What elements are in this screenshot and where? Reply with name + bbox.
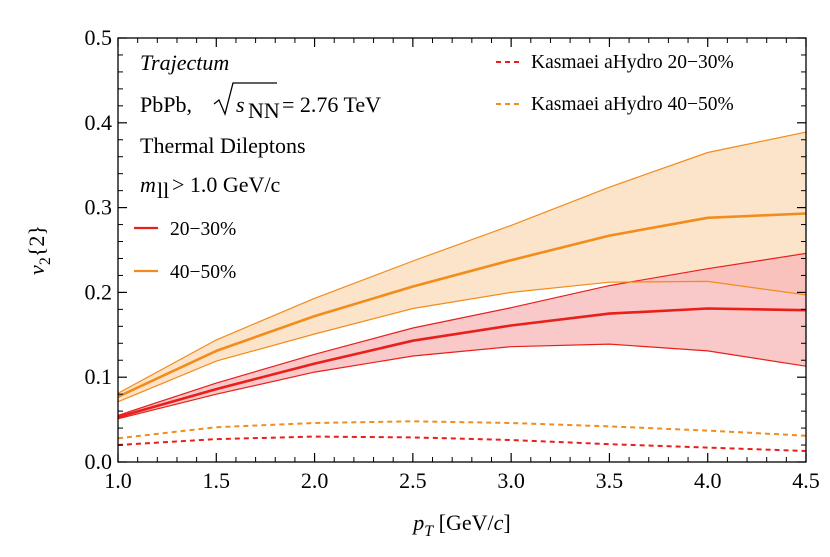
x-tick-label: 1.5	[203, 468, 231, 493]
x-tick-label: 1.0	[104, 468, 132, 493]
x-tick-label: 2.5	[399, 468, 427, 493]
energy-label: = 2.76 TeV	[282, 92, 381, 117]
y-tick-label: 0.0	[85, 449, 113, 474]
legend-label-kasmaei-4050: Kasmaei aHydro 40−50%	[531, 94, 734, 115]
x-axis-title: pT [GeV/c]	[411, 510, 510, 540]
x-tick-label: 2.0	[301, 468, 329, 493]
band-40-50	[118, 132, 806, 402]
series-lines	[117, 131, 807, 452]
legend-label-kasmaei-2030: Kasmaei aHydro 20−30%	[531, 52, 734, 73]
series-line-20-30	[117, 307, 807, 419]
x-tick-label: 4.0	[694, 468, 722, 493]
tick-labels: 1.0 1.5 2.0 2.5 3.0 3.5 4.0 4.5 0.0 0.1 0.2 0.3 0.4 0…	[85, 25, 820, 493]
probe-label: Thermal Dileptons	[140, 133, 306, 158]
legend-left: 20−30% 40−50%	[134, 219, 236, 283]
y-tick-label: 0.2	[85, 279, 113, 304]
series-line-kasmaei-20-30	[117, 435, 807, 452]
sqrt-snn-symbol: s NN	[213, 82, 280, 123]
system-label: PbPb,	[140, 92, 192, 117]
legend-label-4050: 40−50%	[170, 262, 236, 283]
mass-cut-label: m ll > 1.0 GeV/c	[140, 172, 281, 203]
axis-ticks	[117, 37, 807, 463]
svg-text:> 1.0 GeV/c: > 1.0 GeV/c	[172, 172, 281, 197]
x-tick-label: 3.5	[596, 468, 624, 493]
series-line-40-50	[117, 212, 807, 398]
band-lower-40-50	[117, 280, 807, 403]
y-tick-label: 0.4	[85, 110, 113, 135]
x-tick-label: 4.5	[792, 468, 820, 493]
band-lower-20-30	[117, 343, 807, 420]
y-tick-label: 0.5	[85, 25, 113, 50]
y-tick-label: 0.1	[85, 364, 113, 389]
svg-text:s: s	[236, 92, 245, 117]
y-axis-title: v2{2}	[24, 225, 54, 275]
y-tick-label: 0.3	[85, 195, 113, 220]
band-upper-40-50	[117, 131, 807, 394]
series-line-kasmaei-40-50	[117, 420, 807, 440]
model-label: Trajectum	[140, 50, 229, 75]
svg-text:m: m	[140, 172, 156, 197]
x-tick-label: 3.0	[497, 468, 525, 493]
plot-frame	[117, 37, 807, 463]
svg-text:NN: NN	[248, 98, 280, 123]
svg-text:ll: ll	[157, 178, 169, 203]
legend-label-2030: 20−30%	[170, 219, 236, 240]
legend-right: Kasmaei aHydro 20−30% Kasmaei aHydro 40−…	[496, 52, 734, 115]
band-upper-20-30	[117, 252, 807, 416]
